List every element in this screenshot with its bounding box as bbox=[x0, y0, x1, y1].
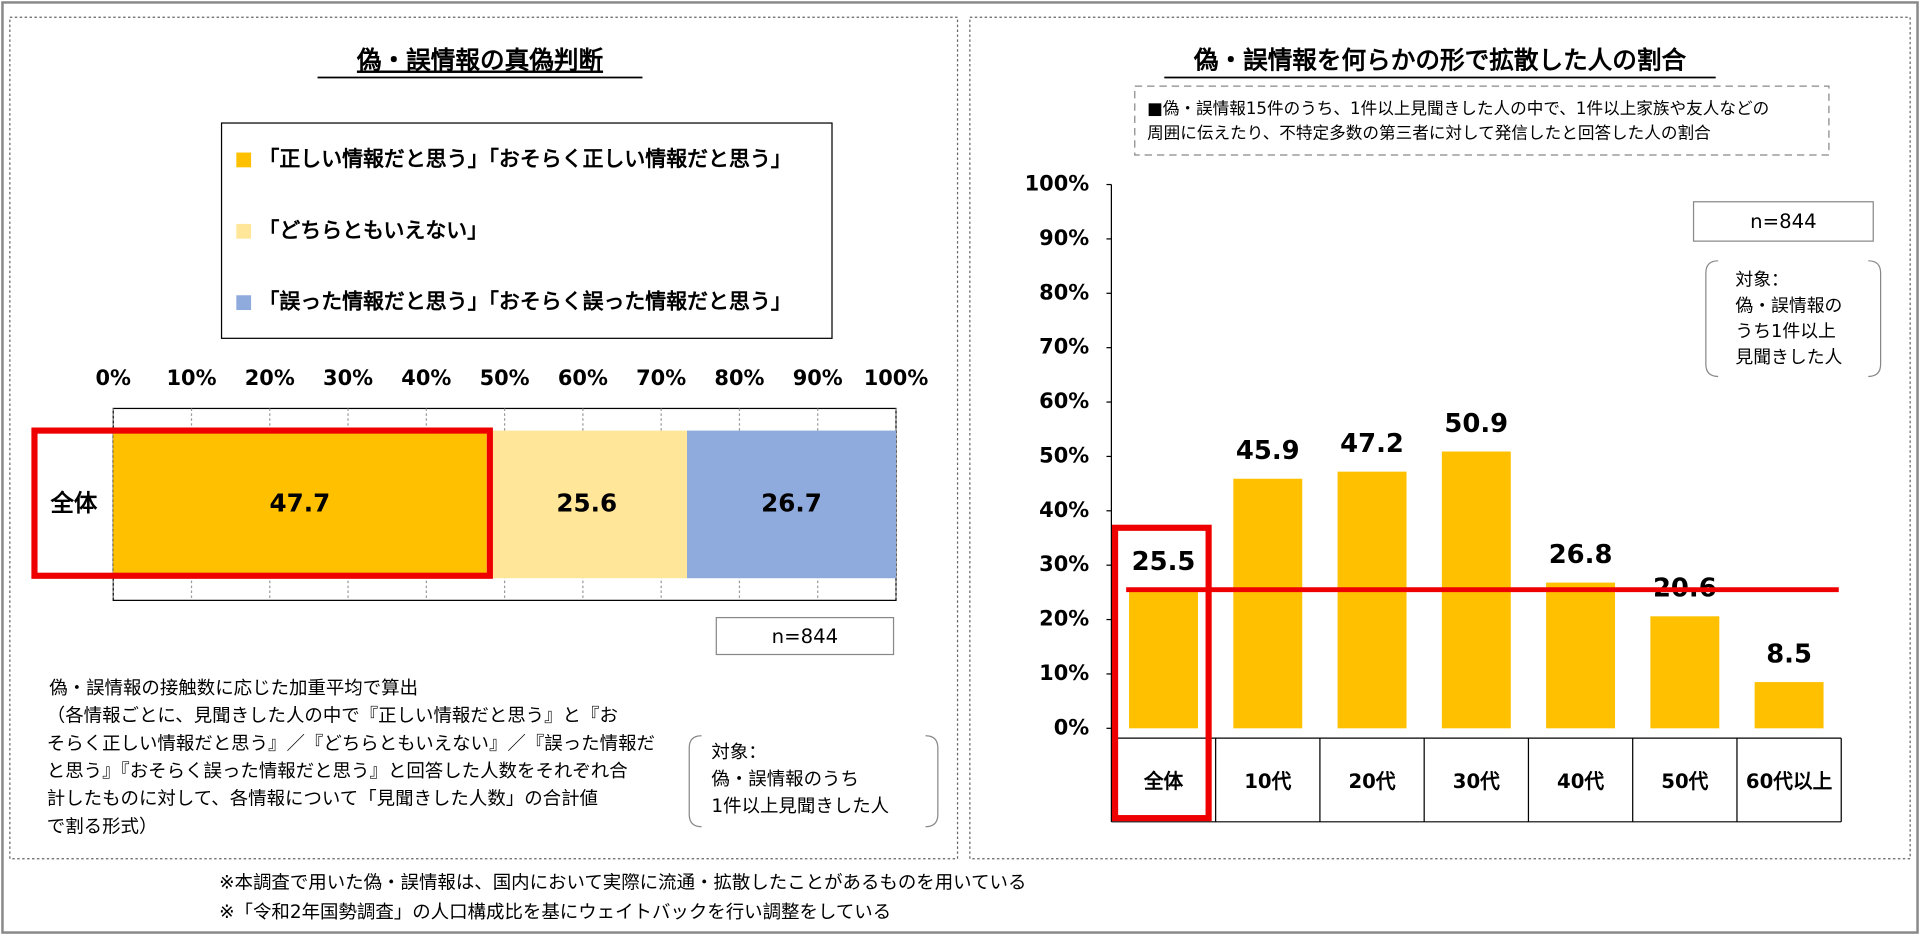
x-tick-label: 20% bbox=[245, 366, 295, 390]
x-tick-label: 70% bbox=[636, 366, 686, 390]
data-label: 25.6 bbox=[556, 488, 617, 517]
bar-segment bbox=[687, 430, 896, 579]
legend-swatch bbox=[236, 295, 252, 311]
data-label: 26.7 bbox=[761, 488, 822, 517]
y-tick-label: 100% bbox=[1025, 172, 1090, 196]
bar bbox=[1754, 682, 1824, 729]
y-tick-label: 80% bbox=[1039, 280, 1089, 304]
sample: n=844 bbox=[772, 625, 839, 648]
x-tick-label: 10% bbox=[166, 366, 216, 390]
sample-box bbox=[1692, 201, 1874, 242]
legend-swatch bbox=[236, 152, 252, 168]
y-tick-label: 0% bbox=[1054, 715, 1090, 739]
note: で割る形式） bbox=[47, 816, 158, 837]
data-label: 25.5 bbox=[1132, 547, 1196, 577]
data-label: 45.9 bbox=[1236, 436, 1300, 466]
bar bbox=[1129, 589, 1198, 729]
bar-segment bbox=[113, 430, 487, 579]
subtitle: 周囲に伝えたり、不特定多数の第三者に対して発信したと回答した人の割合 bbox=[1147, 124, 1711, 143]
target: 対象： bbox=[1735, 270, 1789, 291]
data-label: 47.2 bbox=[1340, 429, 1404, 459]
x-tick-label: 90% bbox=[793, 366, 843, 390]
data-label: 47.7 bbox=[270, 488, 331, 517]
footnote: ※本調査で用いた偽・誤情報は、国内において実際に流通・拡散したことがあるものを用… bbox=[219, 872, 1026, 893]
y-tick-label: 20% bbox=[1039, 607, 1089, 631]
y-tick-label: 全体 bbox=[49, 489, 97, 517]
y-tick-label: 10% bbox=[1039, 661, 1089, 685]
bar-segment bbox=[486, 430, 688, 579]
target: うち1件以上 bbox=[1735, 321, 1836, 342]
y-tick-label: 40% bbox=[1039, 498, 1089, 522]
x-tick-label: 60代以上 bbox=[1746, 770, 1833, 793]
y-tick-label: 70% bbox=[1039, 335, 1089, 359]
target: 偽・誤情報のうち bbox=[711, 769, 859, 790]
legend-label: 「どちらともいえない」 bbox=[258, 218, 488, 242]
target: 偽・誤情報の bbox=[1735, 295, 1842, 316]
chart-title: 偽・誤情報を何らかの形で拡散した人の割合 bbox=[1193, 46, 1687, 75]
x-tick-label: 全体 bbox=[1143, 770, 1184, 793]
y-tick-label: 30% bbox=[1039, 552, 1089, 576]
legend-label: 「正しい情報だと思う」「おそらく正しい情報だと思う」 bbox=[258, 147, 791, 171]
legend-label: 「誤った情報だと思う」「おそらく誤った情報だと思う」 bbox=[258, 290, 791, 314]
data-label: 50.9 bbox=[1444, 409, 1508, 439]
x-tick-label: 40% bbox=[401, 366, 451, 390]
x-tick-label: 20代 bbox=[1349, 770, 1396, 793]
bar bbox=[1337, 471, 1407, 729]
note: （各情報ごとに、見聞きした人の中で『正しい情報だと思う』と『お bbox=[47, 706, 618, 727]
legend-swatch bbox=[236, 223, 252, 239]
target: 対象： bbox=[711, 742, 766, 763]
x-tick-label: 40代 bbox=[1557, 770, 1604, 793]
highlight bbox=[31, 427, 493, 579]
note: と思う』『おそらく誤った情報だと思う』と回答した人数をそれぞれ合 bbox=[47, 761, 628, 782]
target-bracket bbox=[1705, 260, 1882, 378]
chart-title: 偽・誤情報の真偽判断 bbox=[356, 46, 604, 75]
highlight bbox=[1112, 524, 1212, 822]
data-label: 26.8 bbox=[1549, 540, 1613, 570]
note: 偽・誤情報の接触数に応じた加重平均で算出 bbox=[49, 678, 418, 699]
x-tick-label: 30% bbox=[323, 366, 373, 390]
left-panel bbox=[9, 16, 959, 860]
legend-box bbox=[220, 122, 833, 339]
x-tick-label: 80% bbox=[714, 366, 764, 390]
target: 見聞きした人 bbox=[1735, 347, 1842, 368]
sample-box bbox=[715, 616, 895, 656]
x-tick-label: 10代 bbox=[1244, 770, 1291, 793]
y-tick-label: 60% bbox=[1039, 389, 1089, 413]
x-tick-label: 50% bbox=[480, 366, 530, 390]
x-tick-label: 100% bbox=[864, 366, 929, 390]
note: 計したものに対して、各情報について「見聞きした人数」の合計値 bbox=[47, 789, 598, 810]
bar bbox=[1650, 616, 1720, 729]
subtitle: ■偽・誤情報15件のうち、1件以上見聞きした人の中で、1件以上家族や友人などの bbox=[1147, 99, 1769, 118]
footnote: ※「令和2年国勢調査」の人口構成比を基にウェイトバックを行い調整をしている bbox=[219, 902, 891, 923]
target: 1件以上見聞きした人 bbox=[711, 796, 889, 817]
x-tick-label: 0% bbox=[95, 366, 131, 390]
bar bbox=[1233, 478, 1303, 729]
note: そらく正しい情報だと思う』／『どちらともいえない』／『誤った情報だ bbox=[47, 733, 655, 754]
target-bracket bbox=[688, 735, 939, 828]
x-tick-label: 30代 bbox=[1453, 770, 1500, 793]
y-tick-label: 50% bbox=[1039, 443, 1089, 467]
x-tick-label: 60% bbox=[558, 366, 608, 390]
bar bbox=[1546, 582, 1616, 729]
x-tick-label: 50代 bbox=[1661, 770, 1708, 793]
data-label: 8.5 bbox=[1766, 640, 1812, 670]
right-panel bbox=[969, 16, 1911, 860]
y-tick-label: 90% bbox=[1039, 226, 1089, 250]
subtitle-box bbox=[1134, 85, 1830, 156]
sample: n=844 bbox=[1750, 210, 1817, 233]
